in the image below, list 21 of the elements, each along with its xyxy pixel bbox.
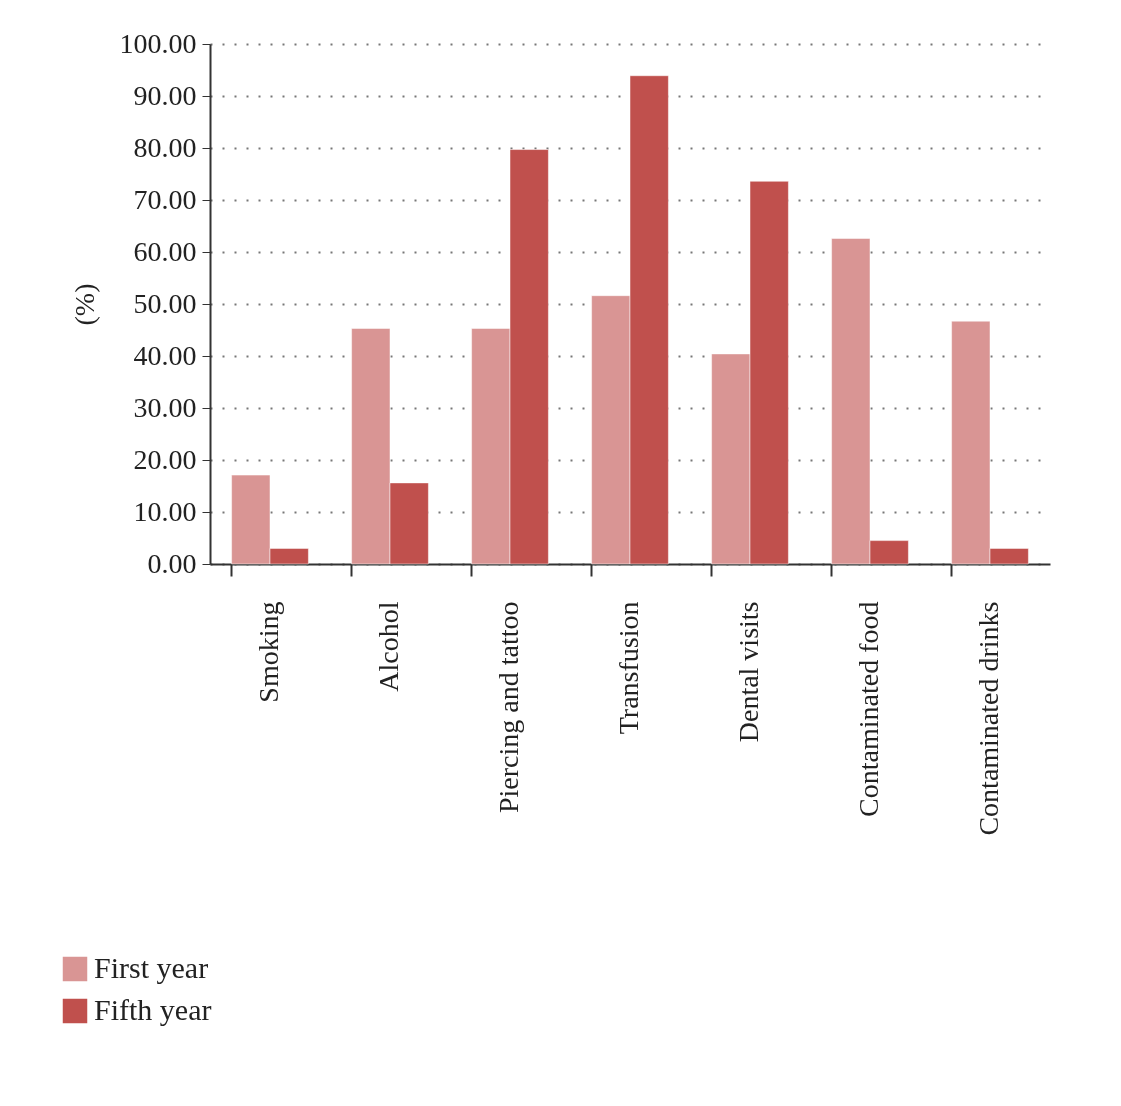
y-tick-label: 60.00: [133, 235, 197, 267]
x-tick-label: Dental visits: [733, 601, 764, 743]
y-tick-label: 0.00: [147, 547, 197, 579]
legend-label: First year: [94, 951, 209, 984]
y-tick-label: 30.00: [133, 391, 197, 423]
y-tick-label: 90.00: [133, 79, 197, 111]
x-tick-label: Contaminated food: [853, 601, 884, 817]
y-tick-label: 80.00: [133, 131, 197, 163]
y-tick-label: 50.00: [133, 287, 197, 319]
y-axis-title: (%): [68, 283, 100, 326]
x-tick-label: Piercing and tattoo: [493, 601, 524, 814]
y-tick-label: 10.00: [133, 495, 197, 527]
y-tick-label: 20.00: [133, 443, 197, 475]
y-tick-label: 40.00: [133, 339, 197, 371]
y-tick-label: 100.00: [119, 27, 197, 59]
x-tick-label: Contaminated drinks: [973, 601, 1004, 836]
legend-label: Fifth year: [94, 993, 212, 1026]
y-tick-label: 70.00: [133, 183, 197, 215]
x-tick-label: Smoking: [253, 601, 284, 703]
x-tick-label: Transfusion: [613, 601, 644, 735]
x-tick-label: Alcohol: [373, 601, 404, 692]
